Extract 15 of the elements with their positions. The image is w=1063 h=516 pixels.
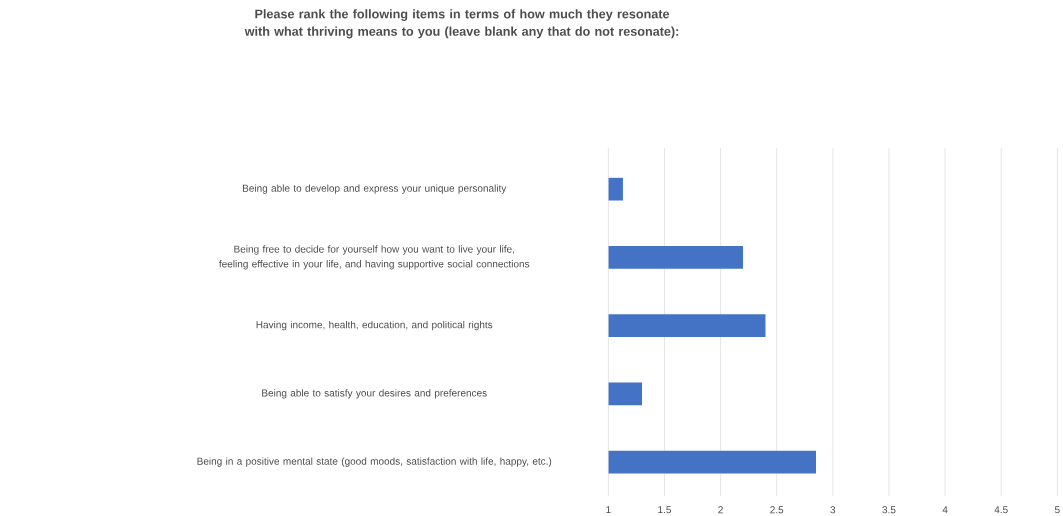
y-tick-label: Having income, health, education, and political rights: [256, 320, 493, 331]
y-tick-label: Being in a positive mental state (good moods, satisfaction with life, happy, etc.): [197, 457, 552, 467]
x-tick-label: 4.5: [994, 506, 1008, 514]
x-tick-label: 5: [1054, 506, 1060, 514]
y-tick-label: Being free to decide for yourself how you want to live your life, feeling effective in your life, and having supportive social connections: [219, 245, 530, 270]
x-tick-label: 3.5: [882, 506, 896, 514]
x-tick-label: 2: [718, 506, 723, 514]
x-tick-label: 2.5: [770, 506, 784, 514]
y-tick-label: Being able to satisfy your desires and preferences: [262, 389, 487, 399]
x-tick-label: 1: [606, 506, 611, 514]
text: Please rank the following items in terms of how much they resonate with what thriving means to you (leave blank any that do not resonate):: [244, 9, 679, 39]
x-tick-label: 1.5: [658, 506, 672, 514]
x-tick-label: 3: [830, 506, 836, 514]
y-tick-label: Being able to develop and express your unique personality: [242, 184, 507, 194]
x-tick-label: 4: [942, 506, 948, 514]
